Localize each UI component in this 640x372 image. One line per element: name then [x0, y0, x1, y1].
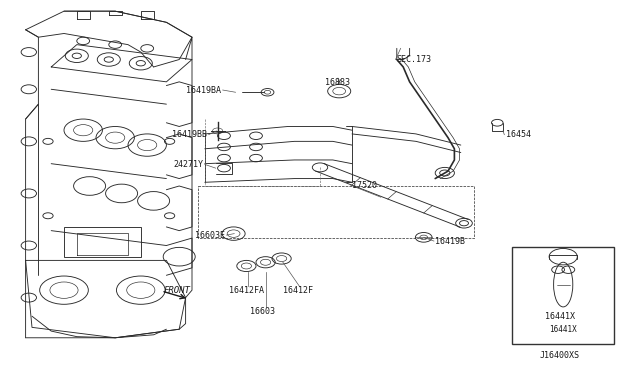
Text: 24271Y: 24271Y	[173, 160, 204, 169]
Text: 16412FA: 16412FA	[229, 286, 264, 295]
Text: 17520: 17520	[352, 181, 377, 190]
Text: 16603E: 16603E	[195, 231, 225, 240]
Bar	[64, 227, 141, 257]
Text: 16419BA: 16419BA	[186, 86, 221, 94]
Text: 16441X: 16441X	[545, 312, 575, 321]
Text: 16454: 16454	[506, 130, 531, 139]
Circle shape	[250, 132, 262, 140]
Circle shape	[250, 154, 262, 162]
Text: SEC.173: SEC.173	[397, 55, 432, 64]
Bar	[512, 247, 614, 344]
Circle shape	[250, 143, 262, 151]
Text: 16441X: 16441X	[549, 325, 577, 334]
Circle shape	[218, 154, 230, 162]
Text: FRONT: FRONT	[163, 286, 190, 295]
Text: 16419BB: 16419BB	[172, 130, 207, 139]
Text: 16412F: 16412F	[283, 286, 312, 295]
Text: 16603: 16603	[250, 307, 275, 316]
Text: 16883: 16883	[325, 78, 351, 87]
Circle shape	[218, 143, 230, 151]
Text: J16400XS: J16400XS	[540, 351, 580, 360]
Circle shape	[218, 132, 230, 140]
Text: 16419B: 16419B	[435, 237, 465, 246]
